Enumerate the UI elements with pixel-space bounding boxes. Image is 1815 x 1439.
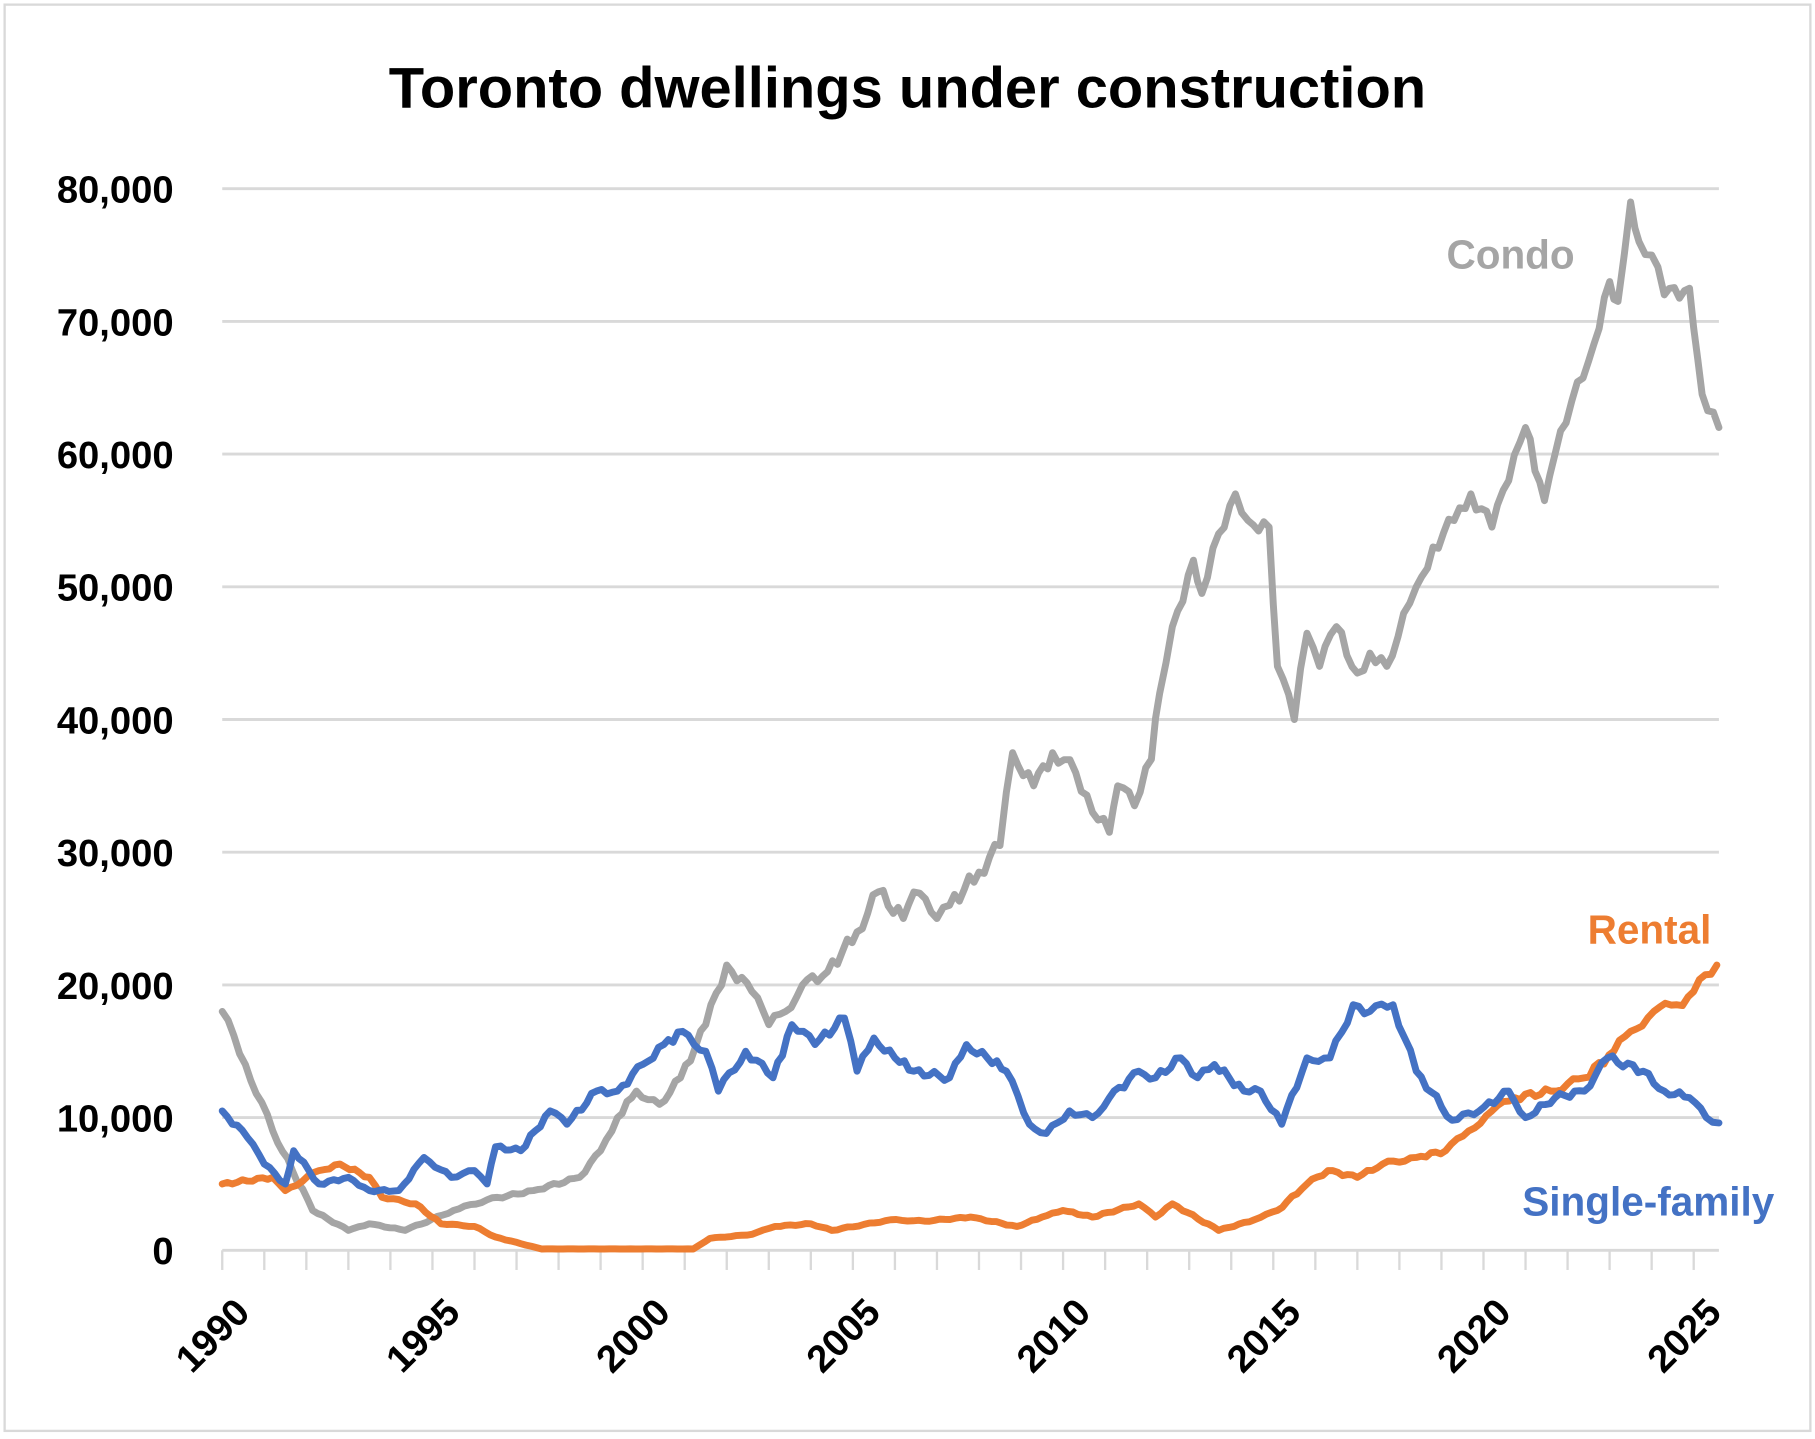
y-tick-label: 30,000 bbox=[57, 832, 174, 875]
series-label-single-family: Single-family bbox=[1522, 1179, 1775, 1225]
series-lines bbox=[218, 198, 1723, 1253]
y-tick-label: 10,000 bbox=[57, 1097, 174, 1140]
series-line-single-family bbox=[218, 1000, 1723, 1196]
chart-title: Toronto dwellings under construction bbox=[389, 57, 1426, 121]
series-line-condo bbox=[218, 198, 1723, 1234]
y-tick-label: 60,000 bbox=[57, 434, 174, 477]
y-tick-label: 20,000 bbox=[57, 965, 174, 1008]
series-label-condo: Condo bbox=[1446, 232, 1574, 278]
y-tick-label: 80,000 bbox=[57, 169, 174, 212]
y-tick-label: 50,000 bbox=[57, 567, 174, 610]
gridlines bbox=[222, 187, 1719, 1252]
y-tick-label: 0 bbox=[152, 1230, 173, 1273]
y-tick-label: 40,000 bbox=[57, 699, 174, 742]
y-axis-tick-labels: 0 10,000 20,000 30,000 40,000 50,000 60,000 70,… bbox=[57, 169, 174, 1274]
y-tick-label: 70,000 bbox=[57, 301, 174, 344]
series-label-rental: Rental bbox=[1588, 907, 1712, 953]
series-line-rental bbox=[218, 961, 1721, 1253]
